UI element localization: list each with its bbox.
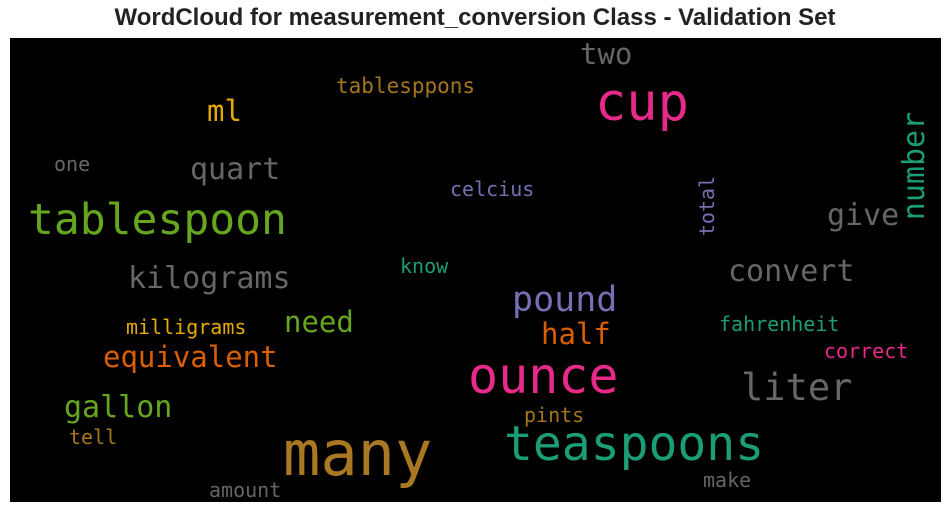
word-celcius: celcius [450, 177, 534, 201]
word-pints: pints [524, 403, 584, 427]
word-amount: amount [209, 478, 281, 502]
word-fahrenheit: fahrenheit [719, 312, 839, 336]
wordcloud-canvas: many teaspoons ounce cup tablespoon liter poun… [10, 38, 941, 502]
word-gallon: gallon [64, 390, 172, 425]
word-quart: quart [190, 152, 280, 187]
word-two: two [580, 38, 632, 71]
word-tell: tell [69, 425, 117, 449]
word-equivalent: equivalent [103, 340, 278, 374]
word-half: half [541, 317, 611, 351]
word-tablesppons: tablesppons [336, 74, 475, 98]
word-know: know [400, 254, 449, 278]
word-number: number [897, 112, 932, 220]
word-cup: cup [595, 73, 689, 133]
word-liter: liter [741, 366, 852, 409]
word-tablespoon: tablespoon [28, 195, 287, 245]
word-milligrams: milligrams [126, 315, 246, 339]
word-ounce: ounce [468, 347, 619, 405]
word-pound: pound [512, 280, 617, 320]
word-many: many [283, 417, 432, 490]
word-one: one [54, 152, 90, 176]
word-need: need [284, 305, 354, 339]
word-total: total [695, 176, 719, 236]
wordcloud-svg: many teaspoons ounce cup tablespoon liter poun… [28, 38, 932, 502]
word-ml: ml [207, 94, 242, 128]
word-kilograms: kilograms [128, 261, 291, 296]
chart-title: WordCloud for measurement_conversion Cla… [114, 4, 836, 31]
word-convert: convert [728, 254, 854, 289]
word-give: give [827, 198, 899, 233]
word-teaspoons: teaspoons [504, 416, 764, 472]
word-make: make [703, 468, 751, 492]
word-correct: correct [824, 339, 908, 363]
